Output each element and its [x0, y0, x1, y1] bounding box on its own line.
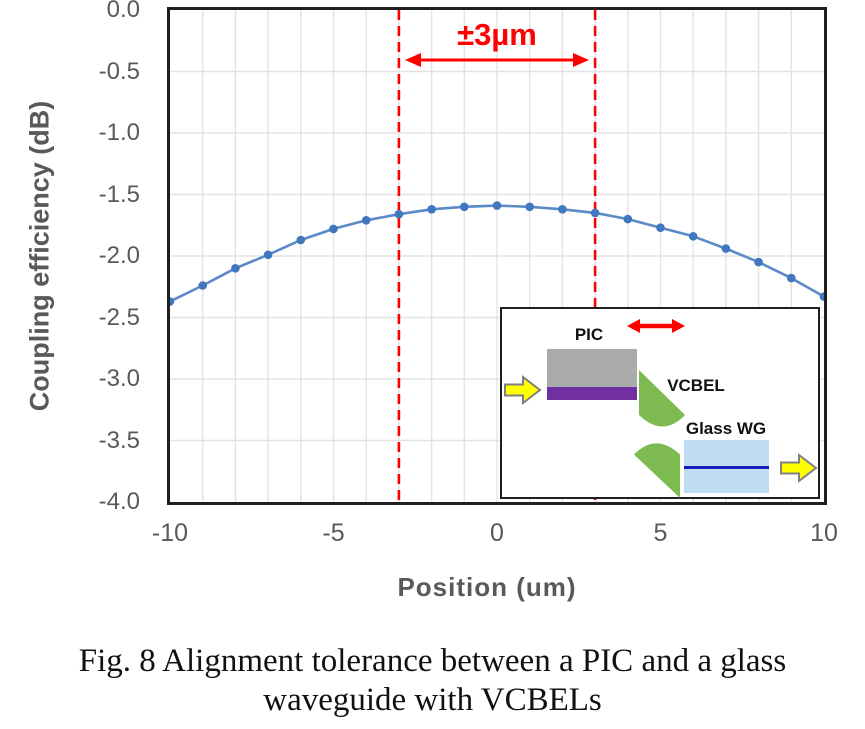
y-tick-label: -2.5 [98, 303, 140, 331]
y-tick-label: -3.5 [98, 426, 140, 454]
input-light-arrow-shape [504, 375, 542, 405]
x-axis-title: Position (um) [397, 572, 577, 602]
y-tick-label: -1.5 [98, 180, 140, 208]
vcbel-mirror-top-shape [638, 370, 686, 427]
shift-arrow-right-head [672, 319, 685, 333]
input-light-arrow-icon [504, 375, 542, 405]
y-tick-label: 0.0 [106, 0, 140, 23]
tolerance-label: ±3µm [457, 17, 537, 52]
pic-block [547, 349, 637, 387]
output-light-arrow-shape [780, 453, 818, 483]
x-tick-label: -10 [151, 519, 189, 547]
tolerance-arrow-right-head [573, 53, 589, 67]
pic-waveguide [547, 387, 637, 400]
shift-double-arrow-icon [627, 319, 685, 333]
y-tick-label: -0.5 [98, 57, 140, 85]
vcbel-mirror-top-icon [638, 370, 686, 427]
glass-wg-label: Glass WG [685, 419, 767, 438]
pic-label: PIC [574, 325, 604, 344]
x-tick-label: 5 [653, 519, 668, 547]
output-light-arrow-icon [780, 453, 818, 483]
y-tick-label: -3.0 [98, 365, 140, 392]
shift-arrow-left-head [627, 319, 640, 333]
vcbel-mirror-bottom-shape [633, 443, 681, 499]
x-tick-label: -5 [322, 519, 345, 547]
figure-caption-line2: waveguide with VCBELs [263, 682, 602, 718]
inset-diagram: PIC VCBEL Glass WG [500, 307, 820, 499]
tolerance-double-arrow-icon [405, 53, 589, 67]
tolerance-arrow-left-head [405, 53, 421, 67]
vcbel-mirror-bottom-icon [633, 443, 681, 499]
y-tick-label: -2.0 [98, 242, 140, 269]
glass-waveguide-line [684, 466, 769, 469]
x-tick-label: 0 [490, 519, 504, 547]
y-tick-label: -1.0 [98, 119, 140, 146]
figure-caption-line1: Fig. 8 Alignment tolerance between a PIC… [78, 643, 787, 679]
y-tick-label: -4.0 [98, 488, 140, 515]
x-tick-label: 10 [810, 519, 838, 547]
vcbel-label: VCBEL [667, 376, 725, 395]
figure-caption: Fig. 8 Alignment tolerance between a PIC… [0, 642, 865, 720]
